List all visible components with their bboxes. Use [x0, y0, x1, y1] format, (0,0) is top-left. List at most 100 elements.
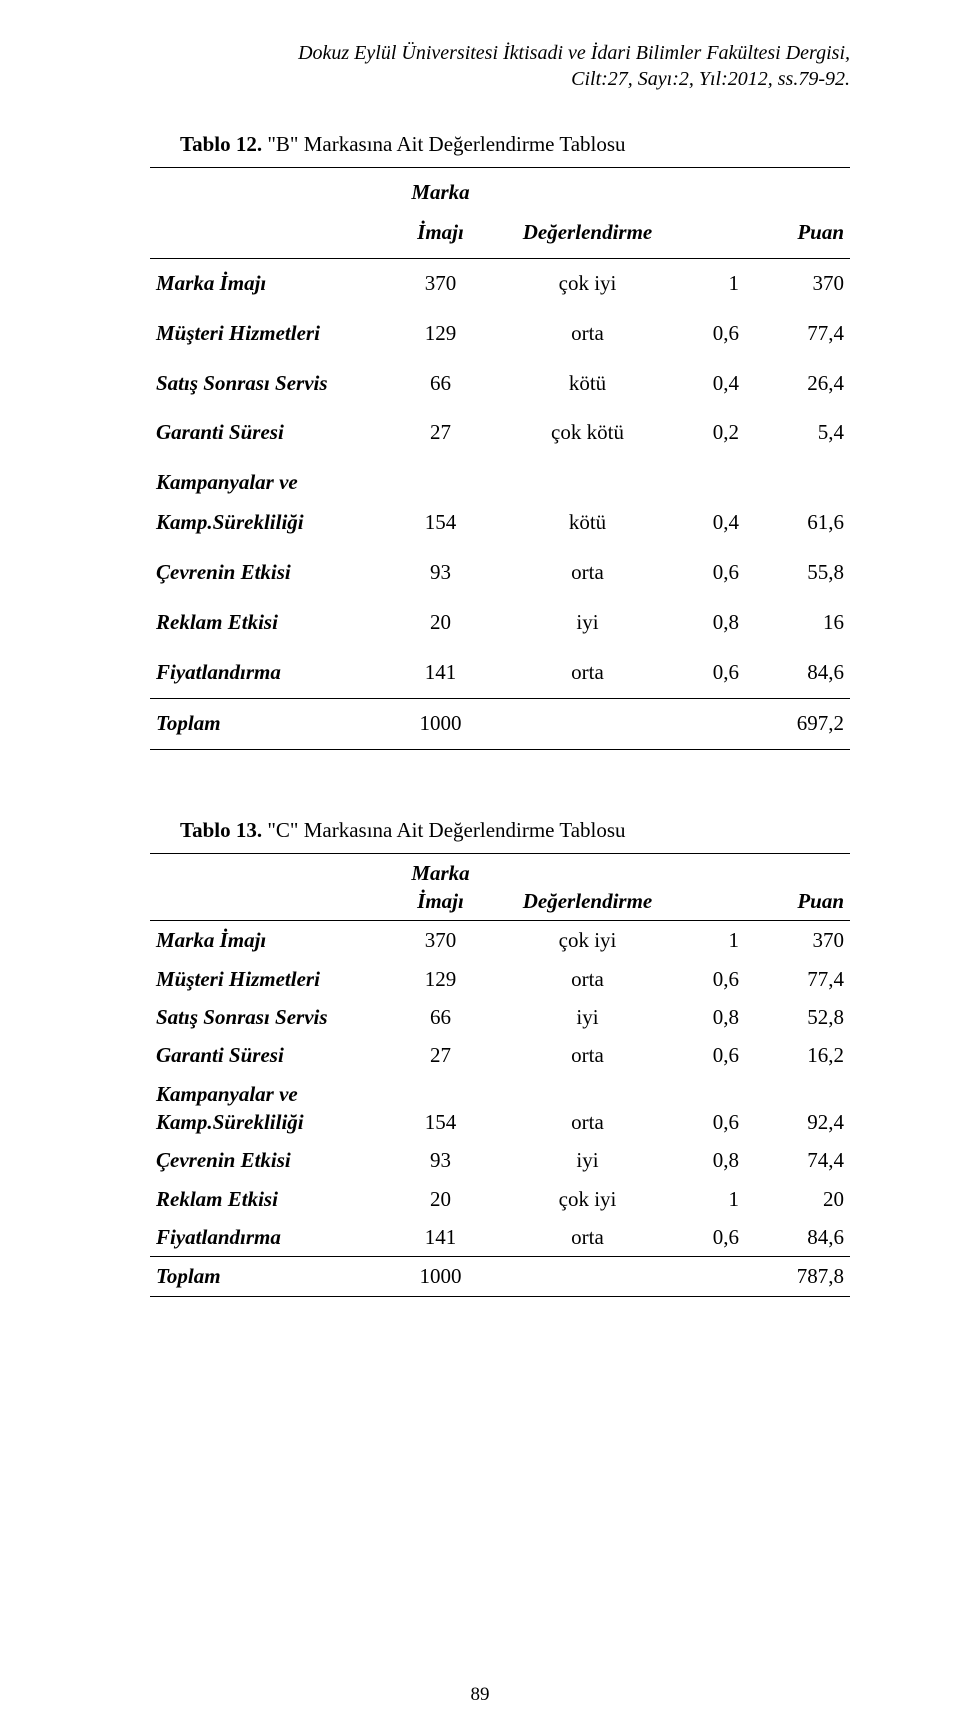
row-deg: kötü [500, 458, 675, 548]
spacer [150, 750, 850, 790]
row-puan: 370 [745, 921, 850, 960]
row-f: 0,4 [675, 458, 745, 548]
row-mi: 93 [381, 548, 500, 598]
row-label: Satış Sonrası Servis [150, 998, 381, 1036]
row-f: 0,6 [675, 1218, 745, 1257]
table13-caption-text: "C" Markasına Ait Değerlendirme Tablosu [262, 818, 625, 842]
row-deg: orta [500, 309, 675, 359]
table13-header-puan: Puan [745, 853, 850, 921]
row-label: Çevrenin Etkisi [150, 1141, 381, 1179]
total-blank2 [675, 698, 745, 749]
row-f: 1 [675, 1180, 745, 1218]
row-puan: 84,6 [745, 1218, 850, 1257]
row-f: 0,6 [675, 548, 745, 598]
table-row: Satış Sonrası Servis 66 kötü 0,4 26,4 [150, 359, 850, 409]
row-label: Müşteri Hizmetleri [150, 309, 381, 359]
table13-header-mi: Marka İmajı [381, 853, 500, 921]
table13-total-row: Toplam 1000 787,8 [150, 1257, 850, 1296]
row-f: 0,8 [675, 598, 745, 648]
page-number: 89 [0, 1684, 960, 1706]
table12: Marka İmajı Değerlendirme Puan Marka İma… [150, 167, 850, 750]
total-blank1 [500, 1257, 675, 1296]
row-deg: orta [500, 548, 675, 598]
row-mi: 27 [381, 1036, 500, 1074]
table-row: Marka İmajı 370 çok iyi 1 370 [150, 921, 850, 960]
row-mi: 20 [381, 598, 500, 648]
row-f: 0,8 [675, 1141, 745, 1179]
table12-header-f [675, 168, 745, 259]
row-f: 0,6 [675, 309, 745, 359]
table12-caption-text: "B" Markasına Ait Değerlendirme Tablosu [262, 132, 625, 156]
table-row: Fiyatlandırma 141 orta 0,6 84,6 [150, 648, 850, 698]
table13-caption: Tablo 13. "C" Markasına Ait Değerlendirm… [180, 818, 850, 843]
table-row: Çevrenin Etkisi 93 orta 0,6 55,8 [150, 548, 850, 598]
row-deg: çok iyi [500, 1180, 675, 1218]
row-label: Marka İmajı [150, 258, 381, 308]
row-label: Satış Sonrası Servis [150, 359, 381, 409]
row-puan: 77,4 [745, 960, 850, 998]
row-mi: 27 [381, 408, 500, 458]
table12-header-deg: Değerlendirme [500, 168, 675, 259]
row-puan: 74,4 [745, 1141, 850, 1179]
row-mi: 20 [381, 1180, 500, 1218]
row-deg: orta [500, 1036, 675, 1074]
row-f: 1 [675, 921, 745, 960]
row-label: Reklam Etkisi [150, 598, 381, 648]
table12-header-puan: Puan [745, 168, 850, 259]
row-mi: 370 [381, 258, 500, 308]
row-mi: 370 [381, 921, 500, 960]
table-row: Kampanyalar ve Kamp.Sürekliliği 154 kötü… [150, 458, 850, 548]
row-label: Çevrenin Etkisi [150, 548, 381, 598]
table-row: Müşteri Hizmetleri 129 orta 0,6 77,4 [150, 960, 850, 998]
table13-header-blank [150, 853, 381, 921]
row-deg: çok iyi [500, 921, 675, 960]
row-f: 0,8 [675, 998, 745, 1036]
row-deg: orta [500, 648, 675, 698]
row-deg: kötü [500, 359, 675, 409]
row-puan: 20 [745, 1180, 850, 1218]
row-mi: 154 [381, 458, 500, 548]
total-mi: 1000 [381, 698, 500, 749]
row-mi: 93 [381, 1141, 500, 1179]
row-puan: 5,4 [745, 408, 850, 458]
row-deg: iyi [500, 1141, 675, 1179]
row-f: 0,6 [675, 1075, 745, 1142]
total-blank2 [675, 1257, 745, 1296]
row-f: 1 [675, 258, 745, 308]
table-row: Çevrenin Etkisi 93 iyi 0,8 74,4 [150, 1141, 850, 1179]
table12-caption: Tablo 12. "B" Markasına Ait Değerlendirm… [180, 132, 850, 157]
row-label: Müşteri Hizmetleri [150, 960, 381, 998]
row-puan: 16 [745, 598, 850, 648]
row-deg: iyi [500, 598, 675, 648]
row-label: Garanti Süresi [150, 408, 381, 458]
row-label: Garanti Süresi [150, 1036, 381, 1074]
row-f: 0,6 [675, 1036, 745, 1074]
row-puan: 77,4 [745, 309, 850, 359]
row-label: Marka İmajı [150, 921, 381, 960]
row-puan: 52,8 [745, 998, 850, 1036]
row-mi: 141 [381, 648, 500, 698]
row-mi: 66 [381, 998, 500, 1036]
row-label: Kampanyalar ve Kamp.Sürekliliği [150, 1075, 381, 1142]
table13: Marka İmajı Değerlendirme Puan Marka İma… [150, 853, 850, 1297]
table-row: Fiyatlandırma 141 orta 0,6 84,6 [150, 1218, 850, 1257]
journal-header: Dokuz Eylül Üniversitesi İktisadi ve İda… [150, 40, 850, 92]
row-mi: 129 [381, 960, 500, 998]
table13-caption-number: Tablo 13. [180, 818, 262, 842]
row-puan: 16,2 [745, 1036, 850, 1074]
row-puan: 61,6 [745, 458, 850, 548]
table-row: Reklam Etkisi 20 iyi 0,8 16 [150, 598, 850, 648]
row-label: Kampanyalar ve Kamp.Sürekliliği [150, 458, 381, 548]
row-f: 0,6 [675, 960, 745, 998]
table-row: Garanti Süresi 27 çok kötü 0,2 5,4 [150, 408, 850, 458]
row-mi: 129 [381, 309, 500, 359]
table12-header-row: Marka İmajı Değerlendirme Puan [150, 168, 850, 259]
row-deg: çok iyi [500, 258, 675, 308]
total-puan: 697,2 [745, 698, 850, 749]
table-row: Marka İmajı 370 çok iyi 1 370 [150, 258, 850, 308]
total-puan: 787,8 [745, 1257, 850, 1296]
journal-header-line2: Cilt:27, Sayı:2, Yıl:2012, ss.79-92. [150, 66, 850, 92]
row-deg: orta [500, 1218, 675, 1257]
total-mi: 1000 [381, 1257, 500, 1296]
row-puan: 370 [745, 258, 850, 308]
